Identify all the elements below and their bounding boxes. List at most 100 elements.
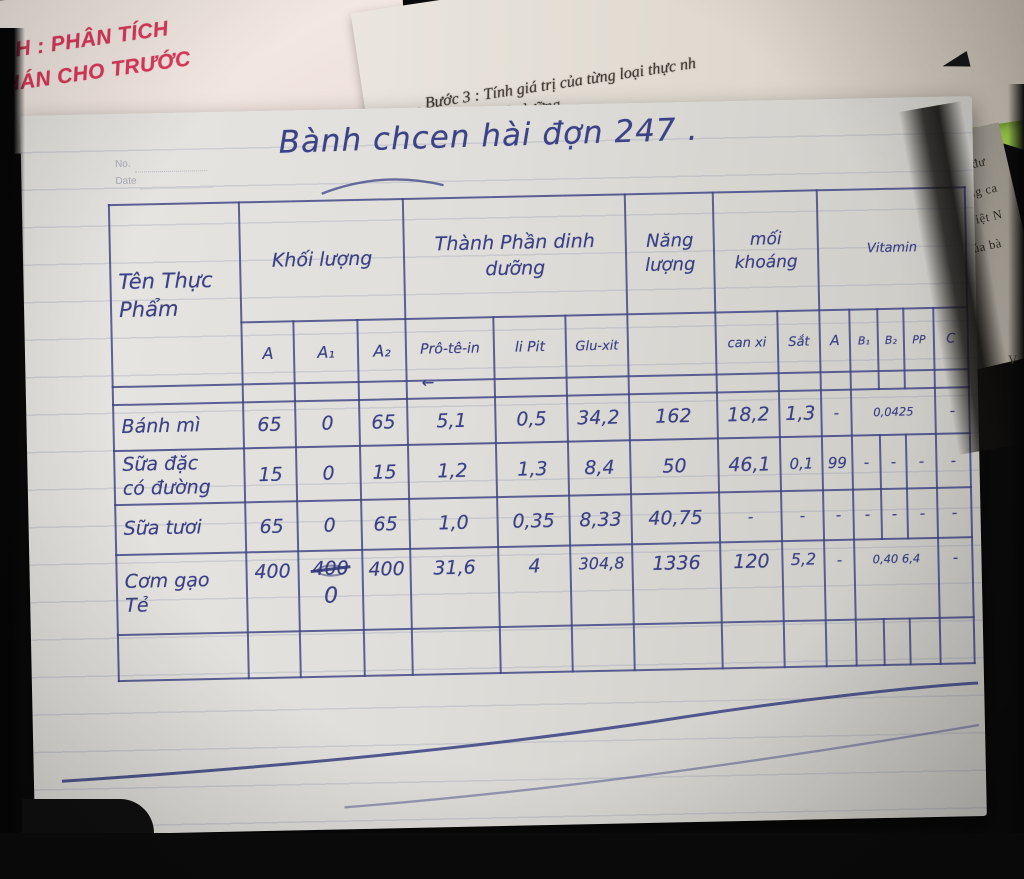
value-cell: 1,2 [407,443,498,499]
food-name-cell: Cơm gạo Tẻ [116,552,248,636]
empty-cell [909,617,941,665]
subheader-a1: A₁ [293,319,359,384]
subheader-a2: A₂ [357,318,407,382]
spacer-cell [358,380,408,400]
spacer-cell [566,376,629,396]
empty-cell [411,627,501,675]
value-cell: 4 [498,545,572,628]
empty-cell [363,628,413,676]
empty-cell [855,619,885,666]
subheader-canxi: can xi [715,311,779,375]
value-cell: 0,40 6,4 [854,537,940,620]
spacer-cell [294,381,360,402]
spacer-cell [820,371,851,391]
value-cell: 65 [361,498,411,550]
food-name-line1: Sữa đặc [122,452,199,477]
empty-cell [825,619,857,667]
value-cell: 46,1 [717,437,782,493]
header-ten-thuc-pham: Tên Thực Phẩm [108,202,243,388]
value-cell: 0,5 [494,395,568,444]
spacer-cell [406,379,495,399]
food-name-line1: Cơm gạo [124,569,210,594]
value-cell: - [906,487,939,539]
value-cell: - [936,487,973,538]
value-cell: 1,3 [778,390,822,438]
crossed-out-value: 400 [312,557,349,580]
value-cell: 304,8 [570,544,634,626]
red-heading: NH : PHÂN TÍCH HÁN CHO TRƯỚC [0,11,193,102]
spacer-cell [716,373,779,393]
value-cell: 18,2 [716,391,780,439]
subheader-a: A [241,321,295,385]
empty-cell [883,618,911,666]
food-name-cell: Sữa tươi [115,502,247,556]
header-thanh-phan-dinh-duong: Thành Phần dinh dưỡng [402,194,628,319]
value-cell: 15 [244,447,298,503]
food-name-line2: Tẻ [125,594,149,617]
value-cell: 1,3 [495,441,570,498]
value-cell-corrected: 400 0 [298,549,364,632]
value-cell: 34,2 [566,394,630,442]
value-cell: - [719,491,783,543]
value-cell: 15 [359,444,410,500]
no-label: No. [114,158,131,171]
subheader-sat: Sắt [777,310,821,374]
header-khoi-luong: Khối lượng [238,199,406,323]
value-cell: 5,2 [782,540,826,622]
value-cell: - [879,434,907,490]
value-cell: - [851,435,882,490]
empty-cell [721,621,785,669]
value-cell: 0,0425 [850,387,936,436]
value-cell: 65 [359,398,408,446]
subheader-energy-empty [627,312,717,377]
value-cell: - [823,489,855,541]
value-cell: 65 [243,401,296,449]
value-cell: - [820,389,852,437]
subheader-vitamin-a: A [819,309,851,373]
subheader-vitamin-pp: PP [903,307,935,371]
food-name-cell: Sữa đặc có đường [114,448,246,506]
value-cell: 0 [295,445,362,502]
value-cell: 0 [297,499,363,552]
food-name-line2: có đường [122,476,211,500]
value-cell: 0,1 [779,436,824,492]
value-cell: 8,4 [567,440,632,496]
empty-cell [117,632,249,682]
value-cell: 1,0 [409,497,499,549]
subheader-vitamin-b1: B₁ [849,309,879,372]
value-cell: 162 [628,392,718,441]
value-cell: 400 [246,551,300,633]
value-cell: 5,1 [407,397,496,445]
value-cell: - [905,433,937,489]
value-cell: 0,35 [497,495,571,548]
empty-cell [939,617,975,664]
photo-right-edge [1008,84,1024,844]
value-cell: 8,33 [569,494,633,546]
date-label: Date [115,175,137,188]
notebook-corner-labels: No. Date [115,154,213,190]
spacer-cell [878,370,905,390]
spacer-cell [850,371,879,390]
value-cell: 65 [245,501,299,553]
value-cell: 31,6 [410,547,500,629]
spacer-cell [628,374,717,395]
photo-left-edge [0,28,25,879]
header-nang-luong: Năng lượng [624,192,716,315]
subheader-vitamin-b2: B₂ [877,308,905,372]
subheader-gluxit: Glu-xit [565,314,629,378]
value-cell: - [881,488,909,540]
spacer-cell [494,377,567,398]
subheader-protein: Prô-tê-in [405,317,495,381]
spacer-cell [904,369,935,389]
small-arrow-mark: ← [421,373,435,392]
empty-cell [783,620,827,668]
value-cell: 99 [821,435,854,491]
value-cell: 120 [720,541,784,623]
empty-cell [499,625,573,674]
value-cell: - [781,490,825,542]
corrected-value: 0 [323,583,339,609]
subheader-lipit: li Pit [493,315,567,380]
value-cell: - [853,489,883,540]
empty-cell [633,622,723,671]
